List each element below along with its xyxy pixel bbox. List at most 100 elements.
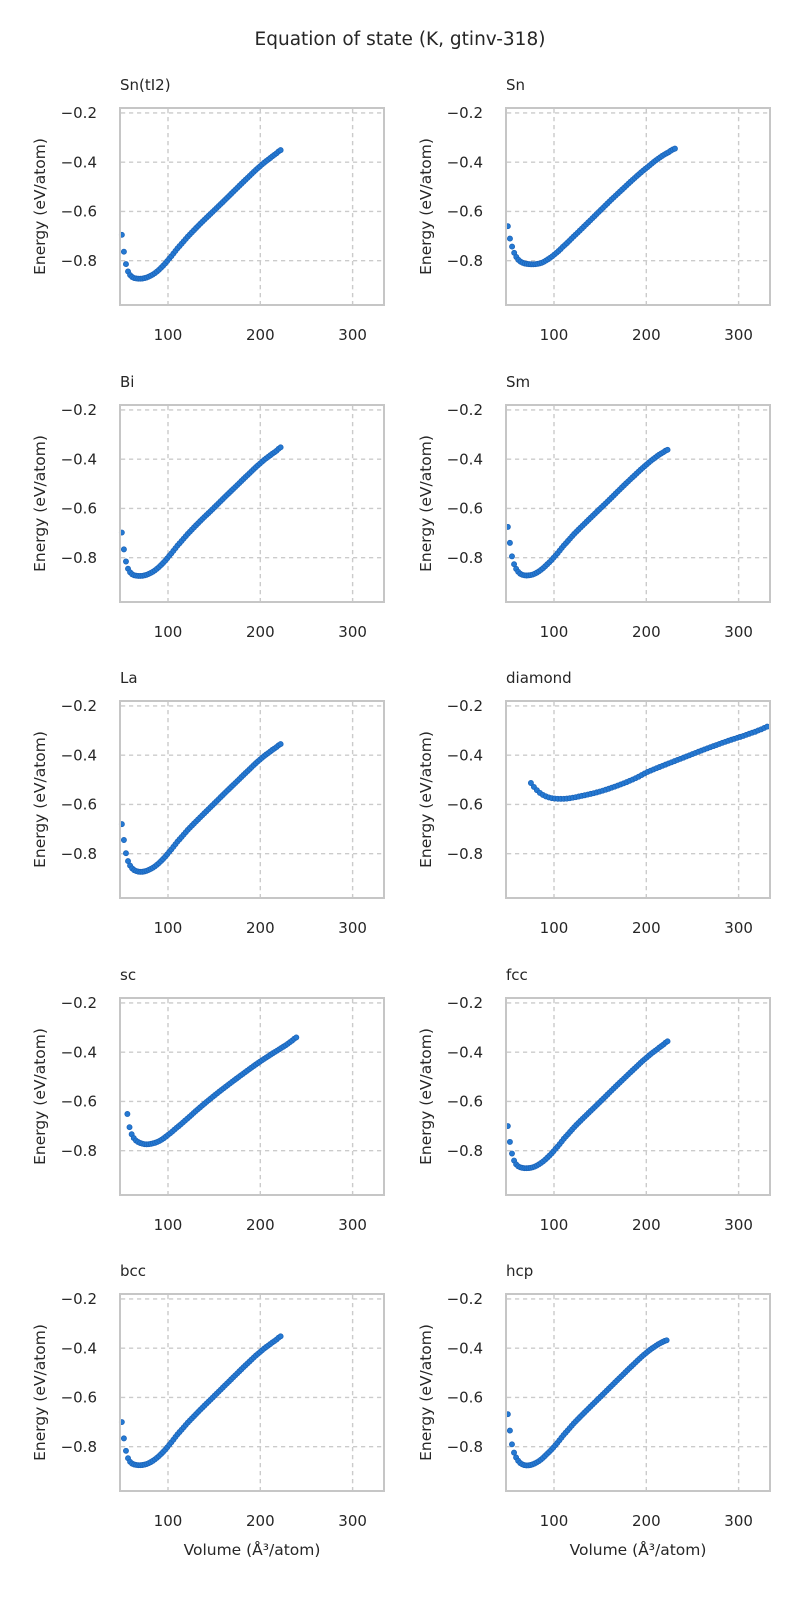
plot-border — [119, 107, 385, 306]
subplot-diamond: diamond −0.2 −0.4 −0.6 −0.8 100 200 300 Energy (… — [417, 669, 771, 937]
y-tick-label: −0.2 — [447, 1290, 483, 1308]
y-axis-label: Energy (eV/atom) — [417, 138, 435, 275]
subplot-title: Bi — [120, 373, 134, 391]
y-tick-label: −0.4 — [61, 746, 97, 764]
y-tick-label: −0.6 — [447, 1389, 483, 1407]
x-tick-label: 300 — [724, 1512, 753, 1530]
x-tick-label: 200 — [632, 1512, 661, 1530]
y-tick-label: −0.6 — [447, 203, 483, 221]
y-tick-label: −0.8 — [61, 1438, 97, 1456]
plot-border — [505, 700, 771, 899]
x-tick-label: 100 — [540, 326, 569, 344]
y-tick-label: −0.2 — [447, 697, 483, 715]
y-tick-label: −0.4 — [447, 153, 483, 171]
subplot-bcc: bcc −0.2 −0.4 −0.6 −0.8 100 200 300 Energy (eV/a… — [31, 1262, 385, 1559]
y-tick-label: −0.4 — [447, 450, 483, 468]
subplot-title: Sn — [506, 76, 525, 94]
subplot-sn-ti2: Sn(tI2) −0.2 −0.4 −0.6 −0.8 100 200 300 Energy (… — [31, 76, 385, 344]
x-tick-label: 100 — [154, 919, 183, 937]
y-axis-label: Energy (eV/atom) — [417, 731, 435, 868]
subplot-title: hcp — [506, 1262, 533, 1280]
series-points — [504, 446, 671, 578]
y-axis-label: Energy (eV/atom) — [31, 435, 49, 572]
y-axis-label: Energy (eV/atom) — [417, 435, 435, 572]
x-tick-label: 200 — [632, 326, 661, 344]
grid-lines — [121, 1295, 383, 1490]
subplot-sn: Sn −0.2 −0.4 −0.6 −0.8 100 200 300 Energy (eV/at… — [417, 76, 771, 344]
x-axis-label: Volume (Å³/atom) — [570, 1540, 707, 1559]
y-tick-label: −0.4 — [447, 746, 483, 764]
y-axis-label: Energy (eV/atom) — [31, 138, 49, 275]
x-tick-label: 300 — [724, 326, 753, 344]
y-tick-label: −0.8 — [447, 252, 483, 270]
x-tick-label: 100 — [540, 623, 569, 641]
series-points — [504, 145, 678, 268]
subplot-sm: Sm −0.2 −0.4 −0.6 −0.8 100 200 300 Energy (eV/at… — [417, 373, 771, 641]
grid-lines — [121, 405, 383, 601]
grid-lines — [507, 1295, 769, 1490]
grid-lines — [507, 109, 769, 304]
x-tick-label: 100 — [154, 1512, 183, 1530]
plot-border — [119, 996, 385, 1196]
subplot-title: Sn(tI2) — [120, 76, 171, 94]
x-tick-label: 100 — [154, 1216, 183, 1234]
x-tick-label: 200 — [632, 919, 661, 937]
y-tick-label: −0.8 — [447, 845, 483, 863]
x-tick-label: 300 — [724, 919, 753, 937]
y-axis-label: Energy (eV/atom) — [31, 1028, 49, 1165]
y-tick-label: −0.6 — [447, 796, 483, 814]
y-tick-label: −0.6 — [61, 796, 97, 814]
plot-border — [119, 1293, 385, 1492]
y-tick-label: −0.4 — [61, 1043, 97, 1061]
x-tick-label: 100 — [154, 326, 183, 344]
series-points — [118, 147, 284, 282]
y-tick-label: −0.6 — [447, 1092, 483, 1110]
subplot-title: fcc — [506, 966, 528, 984]
x-tick-label: 300 — [724, 1216, 753, 1234]
x-tick-label: 300 — [338, 919, 367, 937]
plot-border — [505, 996, 771, 1196]
y-tick-label: −0.2 — [447, 994, 483, 1012]
x-tick-label: 200 — [246, 919, 275, 937]
x-tick-label: 300 — [724, 623, 753, 641]
y-tick-label: −0.6 — [61, 1389, 97, 1407]
y-axis-label: Energy (eV/atom) — [31, 1324, 49, 1461]
y-tick-label: −0.8 — [61, 548, 97, 566]
subplot-title: bcc — [120, 1262, 146, 1280]
y-tick-label: −0.4 — [447, 1339, 483, 1357]
series-points — [124, 1033, 300, 1147]
x-tick-label: 300 — [338, 1512, 367, 1530]
y-tick-label: −0.8 — [447, 1438, 483, 1456]
plot-border — [119, 403, 385, 603]
y-tick-label: −0.2 — [61, 697, 97, 715]
grid-lines — [507, 998, 769, 1194]
x-tick-label: 200 — [246, 623, 275, 641]
grid-lines — [121, 109, 383, 304]
x-tick-label: 300 — [338, 326, 367, 344]
subplot-title: diamond — [506, 669, 572, 687]
y-tick-label: −0.8 — [61, 845, 97, 863]
subplot-bi: Bi −0.2 −0.4 −0.6 −0.8 100 200 300 Energy (eV/at… — [31, 373, 385, 641]
subplot-hcp: hcp −0.2 −0.4 −0.6 −0.8 100 200 300 Energy (eV/a… — [417, 1262, 771, 1559]
subplot-title: La — [120, 669, 138, 687]
x-tick-label: 100 — [540, 919, 569, 937]
y-axis-label: Energy (eV/atom) — [417, 1028, 435, 1165]
y-tick-label: −0.2 — [61, 104, 97, 122]
series-points — [118, 1333, 284, 1469]
x-tick-label: 200 — [246, 1512, 275, 1530]
plot-border — [119, 700, 385, 899]
y-tick-label: −0.2 — [61, 1290, 97, 1308]
x-tick-label: 200 — [632, 623, 661, 641]
y-tick-label: −0.2 — [447, 104, 483, 122]
y-tick-label: −0.8 — [61, 1141, 97, 1159]
x-tick-label: 200 — [246, 1216, 275, 1234]
y-tick-label: −0.4 — [447, 1043, 483, 1061]
series-points — [118, 443, 284, 579]
plot-border — [505, 107, 771, 306]
y-tick-label: −0.6 — [61, 499, 97, 517]
x-tick-label: 200 — [632, 1216, 661, 1234]
grid-lines — [121, 998, 383, 1194]
y-tick-label: −0.6 — [61, 1092, 97, 1110]
y-tick-label: −0.4 — [61, 450, 97, 468]
y-tick-label: −0.2 — [61, 994, 97, 1012]
